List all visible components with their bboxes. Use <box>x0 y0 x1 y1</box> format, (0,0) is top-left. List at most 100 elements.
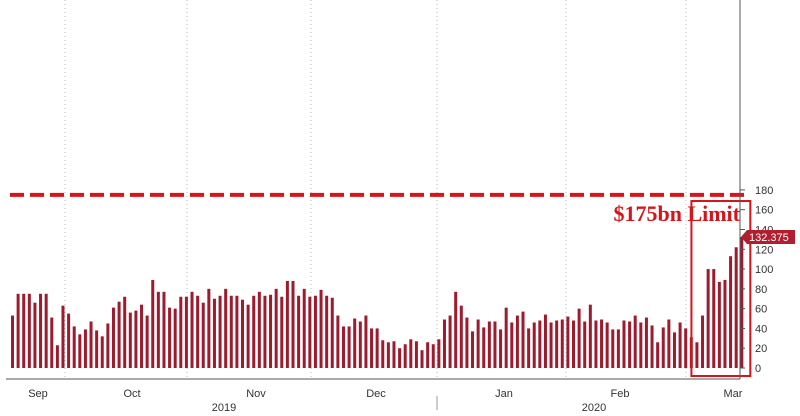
bar <box>44 293 48 368</box>
bar <box>162 291 166 368</box>
bar <box>106 323 110 368</box>
x-year-label: 2020 <box>582 402 606 414</box>
bar <box>95 330 99 368</box>
bar <box>600 319 604 368</box>
bar <box>229 295 233 368</box>
bar <box>504 307 508 368</box>
bar <box>611 329 615 368</box>
bar <box>572 320 575 368</box>
y-tick-label: 60 <box>755 304 767 316</box>
bar <box>353 318 357 368</box>
bar <box>123 296 127 368</box>
bar <box>459 305 463 368</box>
bar <box>426 342 430 368</box>
bar <box>117 301 121 368</box>
bar <box>532 322 536 368</box>
bar <box>291 280 295 368</box>
bar <box>695 342 699 368</box>
bar <box>543 314 547 368</box>
bar <box>712 269 716 368</box>
bar <box>639 322 643 368</box>
bar <box>274 288 278 368</box>
bar <box>364 315 368 368</box>
bar <box>375 328 379 368</box>
bar <box>684 328 688 368</box>
x-tick-label: Dec <box>366 388 386 400</box>
bar <box>50 317 54 368</box>
bar <box>706 269 710 368</box>
bar <box>431 344 435 368</box>
bar <box>414 341 418 368</box>
bar <box>403 344 407 368</box>
bar <box>151 279 155 368</box>
x-tick-label: Jan <box>495 388 513 400</box>
bar <box>100 336 104 368</box>
bar <box>605 322 609 368</box>
bar <box>482 327 486 368</box>
bar <box>622 320 626 368</box>
y-tick-label: 100 <box>755 264 773 276</box>
bar <box>499 329 503 368</box>
bar <box>212 298 216 369</box>
bar <box>594 320 598 368</box>
x-tick-label: Oct <box>123 388 140 400</box>
bar <box>448 315 452 368</box>
bar <box>734 247 738 368</box>
bar <box>538 320 542 368</box>
bar <box>740 237 744 368</box>
last-value-badge-shape <box>741 230 795 245</box>
bar <box>263 295 267 368</box>
bar <box>560 319 564 368</box>
bar <box>729 256 733 368</box>
bar <box>218 295 222 368</box>
bar <box>190 291 194 368</box>
bar <box>650 325 654 368</box>
bar <box>454 291 458 368</box>
bar <box>224 288 228 368</box>
bar <box>672 332 676 368</box>
last-value-label: 132.375 <box>749 232 789 244</box>
bar <box>22 293 26 368</box>
bar <box>386 342 390 368</box>
bar <box>257 291 261 368</box>
bar <box>392 341 396 368</box>
bar <box>67 313 71 368</box>
y-tick-label: 20 <box>755 343 767 355</box>
bar <box>398 348 402 368</box>
bar <box>308 296 312 368</box>
limit-label: $175bn Limit <box>613 201 740 226</box>
highlight-box <box>690 200 752 377</box>
y-tick-labels: 020406080100120140160180 <box>755 185 773 375</box>
bar <box>549 322 553 368</box>
y-tick-label: 0 <box>755 363 761 375</box>
y-tick-label: 180 <box>755 185 773 197</box>
bar <box>667 319 671 368</box>
bar <box>370 328 374 368</box>
x-tick-label: Feb <box>611 388 630 400</box>
bar <box>145 315 149 368</box>
bar <box>156 291 160 368</box>
bar <box>246 304 250 368</box>
last-value-badge: 132.375 <box>741 230 795 245</box>
bar <box>55 345 59 368</box>
bar <box>128 312 132 368</box>
y-tick-label: 40 <box>755 323 767 335</box>
bar <box>140 304 144 368</box>
bar <box>269 294 273 368</box>
bar <box>336 315 340 368</box>
bar <box>168 307 172 368</box>
bar <box>656 342 660 368</box>
bar <box>555 320 559 368</box>
bar <box>493 321 497 368</box>
bar <box>313 295 317 368</box>
bar <box>661 327 665 368</box>
bar <box>285 280 289 368</box>
bar <box>201 302 205 368</box>
y-tick-label: 80 <box>755 284 767 296</box>
x-year-label: 2019 <box>212 402 236 414</box>
x-tick-label: Mar <box>724 388 743 400</box>
bar <box>302 288 306 368</box>
bar <box>678 322 682 368</box>
y-tick-label: 160 <box>755 205 773 217</box>
